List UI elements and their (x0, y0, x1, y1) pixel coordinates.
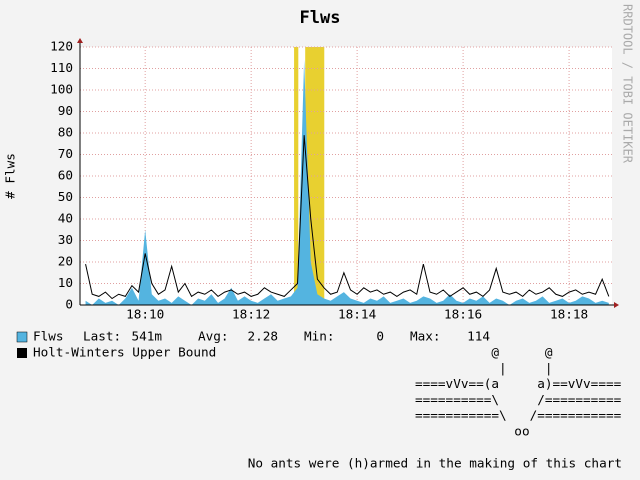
y-tick-label: 80 (58, 125, 73, 140)
y-tick-label: 20 (58, 254, 73, 269)
legend-swatch (17, 348, 27, 358)
stat-value: 0 (376, 329, 384, 344)
y-tick-label: 10 (58, 275, 73, 290)
legend-label: Flws (33, 329, 64, 344)
y-tick-label: 120 (50, 39, 73, 54)
ascii-art: @ @ | |====vVv==(a a)==vVv==============… (415, 345, 622, 439)
x-axis-arrow (614, 302, 619, 308)
y-axis-arrow (77, 38, 83, 43)
legend-label: Holt-Winters Upper Bound (33, 345, 216, 360)
y-tick-label: 30 (58, 232, 73, 247)
ascii-art-line: | | (415, 360, 553, 376)
stat-value: 2.28 (247, 329, 278, 344)
watermark: RRDTOOL / TOBI OETIKER (621, 4, 635, 164)
y-tick-label: 0 (65, 297, 73, 312)
y-tick-label: 70 (58, 146, 73, 161)
y-tick-label: 90 (58, 103, 73, 118)
ascii-art-line: ===========\ /=========== (415, 408, 622, 423)
y-tick-label: 100 (50, 82, 73, 97)
x-tick-label: 18:14 (338, 307, 377, 322)
ascii-art-line: @ @ (415, 345, 553, 360)
y-tick-label: 110 (50, 60, 73, 75)
y-tick-label: 60 (58, 168, 73, 183)
legend: Flws Last: 541m Avg: 2.28 Min: 0 Max: 11… (16, 329, 490, 360)
ascii-art-line: ==========\ /========== (415, 392, 622, 407)
stat-label: Min: (304, 329, 335, 344)
chart-title: Flws (300, 8, 341, 28)
y-tick-label: 50 (58, 189, 73, 204)
stat-label: Max: (410, 329, 441, 344)
x-tick-label: 18:12 (232, 307, 270, 322)
stat-value: 541m (131, 329, 162, 344)
plot-area (80, 47, 612, 305)
line (85, 135, 610, 300)
ascii-art-line: ====vVv==(a a)==vVv==== (415, 376, 622, 391)
plot (80, 46, 612, 306)
footer: No ants were (h)armed in the making of t… (248, 456, 622, 471)
x-tick-label: 18:16 (444, 307, 482, 322)
y-axis-label: # Flws (3, 153, 18, 199)
legend-swatch (16, 331, 28, 343)
stat-label: Avg: (198, 329, 229, 344)
ascii-art-line: oo (415, 424, 530, 439)
x-tick-label: 18:10 (126, 307, 164, 322)
stat-value: 114 (467, 329, 490, 344)
stat-label: Last: (83, 329, 121, 344)
x-tick-label: 18:18 (550, 307, 588, 322)
y-tick-label: 40 (58, 211, 73, 226)
